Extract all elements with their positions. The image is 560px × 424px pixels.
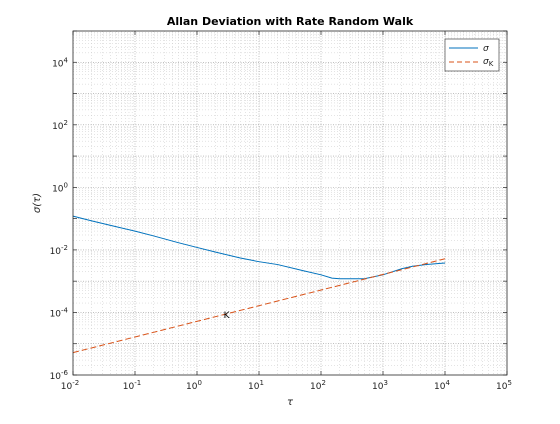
x-tick-label: 100 (186, 379, 202, 392)
x-tick-label: 102 (310, 379, 326, 392)
y-tick-label: 102 (52, 119, 68, 132)
x-tick-label: 10-1 (123, 379, 141, 392)
legend: σ σK (444, 38, 500, 72)
x-tick-label: 105 (496, 379, 512, 392)
tick-marks (72, 30, 508, 376)
x-tick-label: 10-2 (61, 379, 79, 392)
y-tick-labels: 10-6 10-4 10-2 100 102 104 (50, 56, 69, 382)
legend-box (444, 38, 500, 72)
series-layer (72, 215, 446, 354)
y-tick-label: 10-4 (50, 306, 69, 319)
legend-label-sigma-k: σK (483, 57, 494, 68)
series-sigma-k-line (72, 258, 446, 354)
y-tick-label: 10-6 (50, 369, 69, 382)
x-tick-labels: 10-2 10-1 100 101 102 103 104 105 (61, 379, 512, 392)
minor-grid (73, 31, 507, 375)
y-tick-label: 104 (52, 56, 68, 69)
x-tick-label: 103 (372, 379, 388, 392)
plot-frame (72, 30, 508, 376)
y-axis-label: σ(τ) (32, 193, 43, 213)
chart-title: Allan Deviation with Rate Random Walk (167, 15, 414, 28)
y-tick-label: 100 (52, 181, 68, 194)
x-tick-label: 101 (248, 379, 264, 392)
legend-label-sigma: σ (483, 44, 489, 54)
plot-area (73, 31, 507, 375)
annotation-k: K (224, 311, 231, 321)
x-tick-label: 104 (434, 379, 450, 392)
series-sigma-line (72, 215, 446, 280)
x-axis-label: τ (287, 397, 294, 408)
annotations: K (224, 311, 231, 321)
y-tick-label: 10-2 (50, 244, 68, 257)
